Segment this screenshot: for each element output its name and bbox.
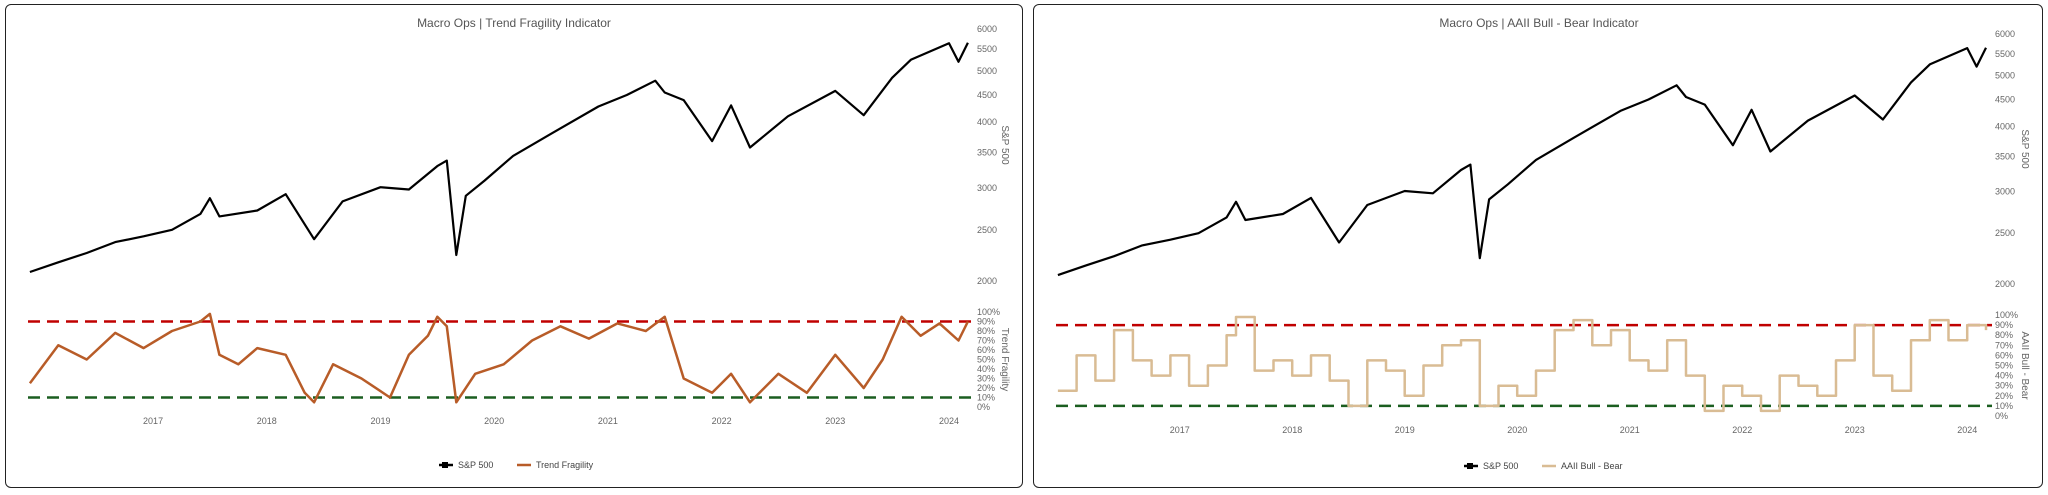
indicator-axis-tick: 10% xyxy=(1995,401,2013,411)
price-axis-tick: 5000 xyxy=(1995,70,2015,80)
price-axis-tick: 2500 xyxy=(977,225,997,235)
indicator-axis-tick: 0% xyxy=(1995,411,2008,421)
price-axis-tick: 4000 xyxy=(1995,121,2015,131)
legend-swatch-sp500-marker xyxy=(442,462,448,468)
indicator-axis-tick: 100% xyxy=(977,307,1000,317)
x-axis-tick: 2020 xyxy=(484,416,504,426)
legend-label-indicator: AAII Bull - Bear xyxy=(1561,461,1623,471)
indicator-axis-tick: 70% xyxy=(1995,340,2013,350)
x-axis-tick: 2021 xyxy=(1620,425,1640,435)
x-axis-tick: 2023 xyxy=(1845,425,1865,435)
price-axis-tick: 6000 xyxy=(1995,29,2015,39)
price-axis-tick: 4500 xyxy=(977,90,997,100)
price-axis-tick: 2500 xyxy=(1995,228,2015,238)
price-axis-tick: 4000 xyxy=(977,117,997,127)
x-axis-tick: 2024 xyxy=(939,416,959,426)
price-axis-tick: 3500 xyxy=(1995,152,2015,162)
indicator-axis-tick: 20% xyxy=(1995,391,2013,401)
price-axis-tick: 3500 xyxy=(977,148,997,158)
x-axis-tick: 2023 xyxy=(825,416,845,426)
x-axis-tick: 2022 xyxy=(712,416,732,426)
x-axis-tick: 2018 xyxy=(1282,425,1302,435)
indicator-axis-title: AAII Bull - Bear xyxy=(2019,331,2030,400)
price-axis-tick: 2000 xyxy=(977,276,997,286)
price-axis-tick: 3000 xyxy=(977,183,997,193)
indicator-axis-tick: 50% xyxy=(1995,361,2013,371)
indicator-axis-tick: 70% xyxy=(977,336,995,346)
price-axis-tick: 5500 xyxy=(1995,49,2015,59)
price-axis-tick: 4500 xyxy=(1995,94,2015,104)
legend-label-indicator: Trend Fragility xyxy=(536,460,594,470)
chart-title: Macro Ops | Trend Fragility Indicator xyxy=(417,16,611,30)
x-axis-tick: 2019 xyxy=(1395,425,1415,435)
price-axis-tick: 5500 xyxy=(977,44,997,54)
indicator-axis-tick: 90% xyxy=(977,317,995,327)
legend-swatch-sp500-marker xyxy=(1467,463,1473,469)
sp500-line xyxy=(29,42,969,274)
aaii-bull-bear-chart-panel: Macro Ops | AAII Bull - Bear Indicator 20… xyxy=(1033,4,2043,488)
indicator-axis-tick: 60% xyxy=(1995,350,2013,360)
sp500-line xyxy=(1057,47,1987,277)
x-axis-tick: 2024 xyxy=(1957,425,1977,435)
indicator-axis-tick: 40% xyxy=(977,364,995,374)
trend-fragility-line xyxy=(28,312,970,404)
indicator-axis-tick: 60% xyxy=(977,345,995,355)
indicator-axis-tick: 80% xyxy=(977,326,995,336)
indicator-axis-tick: 0% xyxy=(977,402,990,412)
price-axis-tick: 2000 xyxy=(1995,279,2015,289)
indicator-axis-title: Trend Fragility xyxy=(999,328,1010,392)
indicator-axis-tick: 100% xyxy=(1995,310,2018,320)
indicator-axis-tick: 40% xyxy=(1995,371,2013,381)
aaii-bull-bear-chart: Macro Ops | AAII Bull - Bear Indicator 20… xyxy=(1056,16,2030,471)
x-axis-tick: 2017 xyxy=(1170,425,1190,435)
indicator-axis-tick: 30% xyxy=(1995,381,2013,391)
x-axis-tick: 2020 xyxy=(1507,425,1527,435)
price-axis-title: S&P 500 xyxy=(2019,129,2030,169)
indicator-axis-tick: 50% xyxy=(977,355,995,365)
x-axis-tick: 2018 xyxy=(257,416,277,426)
indicator-axis-tick: 30% xyxy=(977,374,995,384)
indicator-axis-tick: 90% xyxy=(1995,320,2013,330)
price-axis-tick: 3000 xyxy=(1995,187,2015,197)
x-axis-tick: 2022 xyxy=(1732,425,1752,435)
aaii-bull-bear-line xyxy=(1057,315,1988,413)
trend-fragility-chart-panel: Macro Ops | Trend Fragility Indicator 200… xyxy=(5,4,1023,488)
trend-fragility-chart: Macro Ops | Trend Fragility Indicator 200… xyxy=(28,16,1010,470)
legend-label-sp500: S&P 500 xyxy=(458,460,493,470)
chart-title: Macro Ops | AAII Bull - Bear Indicator xyxy=(1439,16,1638,30)
indicator-axis-tick: 10% xyxy=(977,393,995,403)
x-axis-tick: 2017 xyxy=(143,416,163,426)
x-axis-tick: 2019 xyxy=(370,416,390,426)
indicator-axis-tick: 80% xyxy=(1995,330,2013,340)
price-axis-tick: 5000 xyxy=(977,66,997,76)
price-axis-title: S&P 500 xyxy=(999,125,1010,165)
x-axis-tick: 2021 xyxy=(598,416,618,426)
legend-label-sp500: S&P 500 xyxy=(1483,461,1518,471)
indicator-axis-tick: 20% xyxy=(977,383,995,393)
price-axis-tick: 6000 xyxy=(977,24,997,34)
